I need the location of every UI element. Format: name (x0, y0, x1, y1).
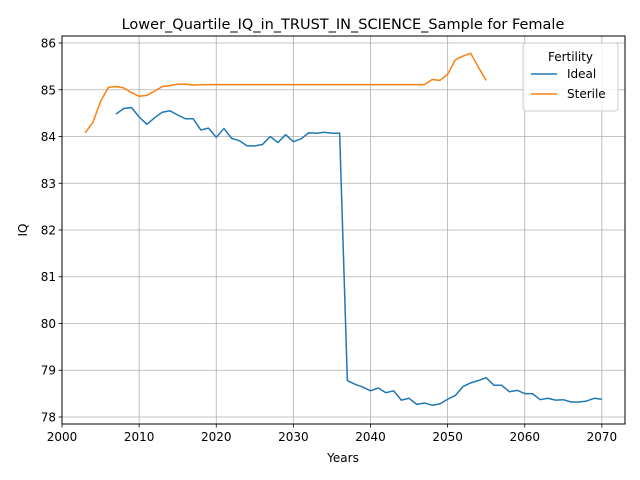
legend-label-sterile: Sterile (567, 87, 606, 101)
series-line-sterile (84, 52, 487, 134)
x-tick-label: 2020 (201, 430, 232, 444)
y-tick-label: 80 (41, 317, 56, 331)
x-tick-label: 2000 (47, 430, 78, 444)
x-tick-label: 2010 (124, 430, 155, 444)
y-axis: 78 79 80 81 82 83 84 85 86 (41, 37, 62, 424)
y-tick-label: 78 (41, 410, 56, 424)
x-axis: 2000 2010 2020 2030 2040 2050 2060 2070 (47, 424, 617, 444)
y-tick-label: 84 (41, 130, 56, 144)
chart-title: Lower_Quartile_IQ_in_TRUST_IN_SCIENCE_Sa… (122, 17, 565, 33)
y-tick-label: 86 (41, 37, 56, 51)
legend: Fertility Ideal Sterile (522, 42, 619, 112)
y-tick-label: 83 (41, 177, 56, 191)
y-tick-label: 85 (41, 83, 56, 97)
x-tick-label: 2050 (432, 430, 463, 444)
x-axis-label: Years (326, 451, 359, 465)
legend-title: Fertility (548, 50, 593, 64)
series-group (84, 52, 602, 407)
legend-label-ideal: Ideal (567, 67, 596, 81)
x-tick-label: 2040 (355, 430, 386, 444)
x-tick-label: 2030 (278, 430, 309, 444)
series-line-ideal (115, 106, 602, 407)
x-tick-label: 2070 (587, 430, 618, 444)
y-tick-label: 81 (41, 270, 56, 284)
x-tick-label: 2060 (509, 430, 540, 444)
y-tick-label: 79 (41, 364, 56, 378)
y-tick-label: 82 (41, 224, 56, 238)
y-axis-label: IQ (16, 224, 30, 237)
